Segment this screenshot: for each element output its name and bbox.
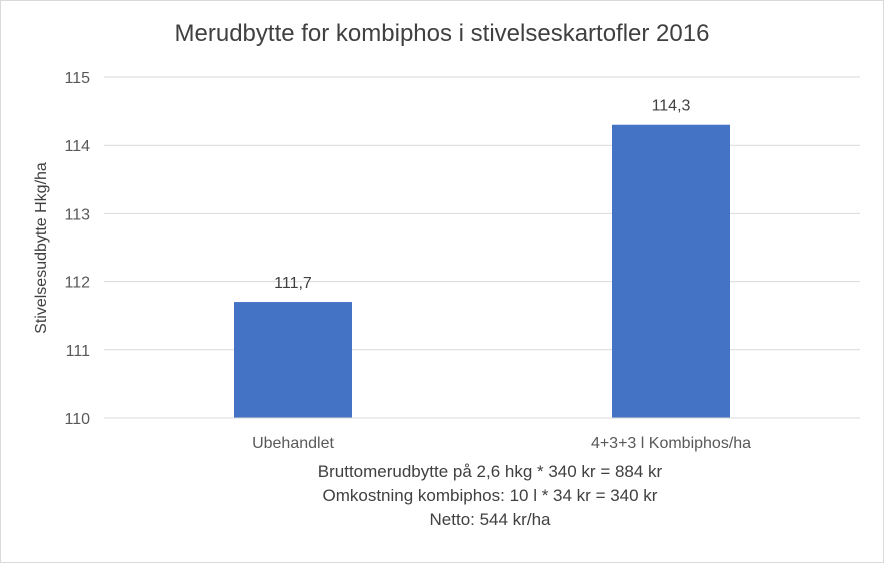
- note-cost: Omkostning kombiphos: 10 l * 34 kr = 340…: [322, 486, 658, 505]
- y-tick-label: 111: [66, 343, 90, 360]
- bar: [234, 302, 352, 418]
- data-label: 114,3: [652, 98, 691, 115]
- y-tick-label: 112: [64, 275, 90, 292]
- note-gross-yield: Bruttomerudbytte på 2,6 hkg * 340 kr = 8…: [317, 462, 663, 481]
- chart-title: Merudbytte for kombiphos i stivelseskart…: [174, 20, 710, 47]
- data-label: 111,7: [274, 275, 312, 292]
- y-tick-label: 114: [64, 138, 90, 155]
- bar: [612, 124, 730, 419]
- y-tick-label: 110: [64, 411, 90, 428]
- y-tick-label: 113: [64, 206, 90, 223]
- footnotes: Bruttomerudbytte på 2,6 hkg * 340 kr = 8…: [0, 460, 884, 532]
- note-net: Netto: 544 kr/ha: [429, 510, 551, 529]
- y-tick-label: 115: [64, 70, 90, 87]
- x-tick-label: 4+3+3 l Kombiphos/ha: [591, 435, 751, 452]
- x-tick-label: Ubehandlet: [252, 435, 334, 452]
